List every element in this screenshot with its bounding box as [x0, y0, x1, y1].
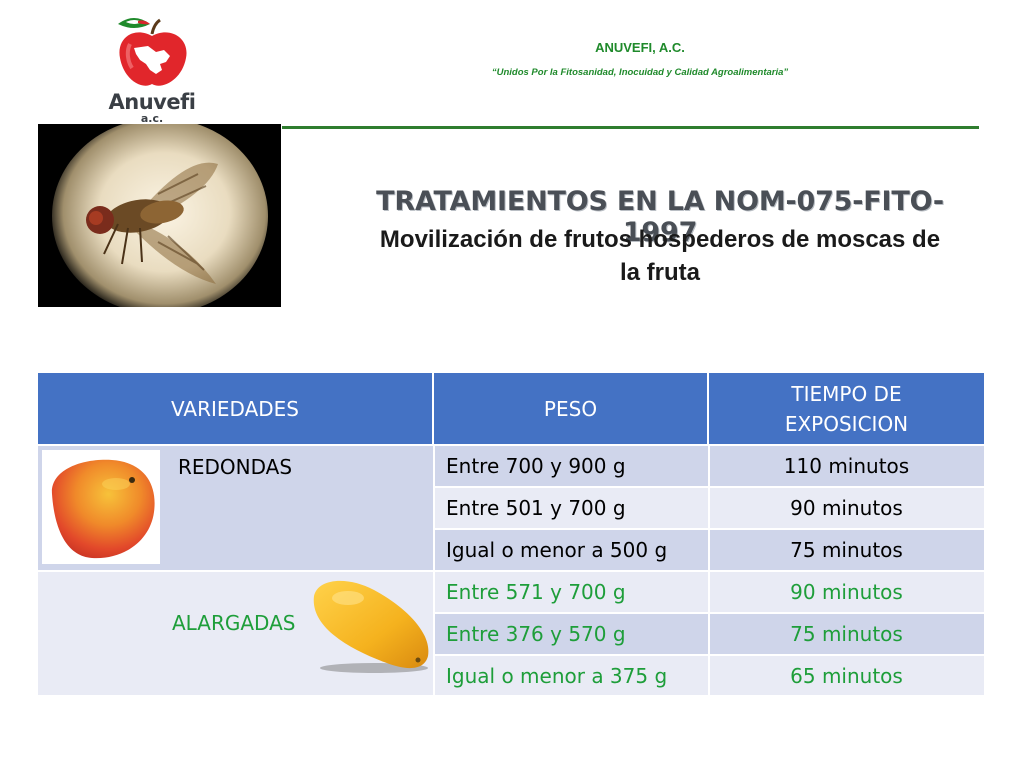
- tiempo-cell: 75 minutos: [709, 530, 984, 570]
- treatment-table: VARIEDADES PESO TIEMPO DE EXPOSICION RED…: [38, 373, 984, 695]
- variety-label: REDONDAS: [178, 455, 293, 479]
- logo-subtext: a.c.: [140, 112, 164, 125]
- tiempo-cell: 110 minutos: [709, 446, 984, 486]
- header-tiempo: TIEMPO DE EXPOSICION: [709, 373, 984, 444]
- tiempo-cell: 90 minutos: [709, 572, 984, 612]
- variety-label: ALARGADAS: [172, 611, 296, 635]
- organization-slogan: “Unidos Por la Fitosanidad, Inocuidad y …: [491, 67, 789, 78]
- round-mango-photo: [42, 450, 160, 564]
- apple-mexico-logo-icon: [118, 18, 187, 86]
- peso-cell: Entre 700 y 900 g: [434, 446, 709, 486]
- fruit-fly-photo: [38, 124, 281, 307]
- subtitle-line-2: la fruta: [619, 259, 700, 286]
- header-peso: PESO: [434, 373, 709, 444]
- header-divider: [282, 126, 979, 129]
- peso-cell: Entre 571 y 700 g: [434, 572, 709, 612]
- anuvefi-logo: Anuvefi a.c.: [104, 14, 200, 125]
- subtitle-line-1: Movilización de frutos hospederos de mos…: [379, 226, 941, 253]
- peso-cell: Entre 376 y 570 g: [434, 614, 709, 654]
- peso-cell: Entre 501 y 700 g: [434, 488, 709, 528]
- peso-cell: Igual o menor a 500 g: [434, 530, 709, 570]
- tiempo-cell: 65 minutos: [709, 656, 984, 695]
- tiempo-cell: 75 minutos: [709, 614, 984, 654]
- header-variedades: VARIEDADES: [38, 373, 434, 444]
- header-tiempo-line-1: TIEMPO DE: [791, 381, 902, 406]
- table-divider: [433, 444, 435, 695]
- organization-name: ANUVEFI, A.C.: [595, 40, 685, 55]
- page-subtitle: Movilización de frutos hospederos de mos…: [322, 223, 998, 289]
- tiempo-cell: 90 minutos: [709, 488, 984, 528]
- table-divider: [708, 444, 710, 695]
- logo-text: Anuvefi: [108, 90, 196, 114]
- peso-cell: Igual o menor a 375 g: [434, 656, 709, 695]
- page-title: TRATAMIENTOS EN LA NOM-075-FITO-1997: [376, 186, 944, 248]
- header-tiempo-line-2: EXPOSICION: [784, 411, 909, 436]
- elongated-mango-photo: [308, 576, 434, 674]
